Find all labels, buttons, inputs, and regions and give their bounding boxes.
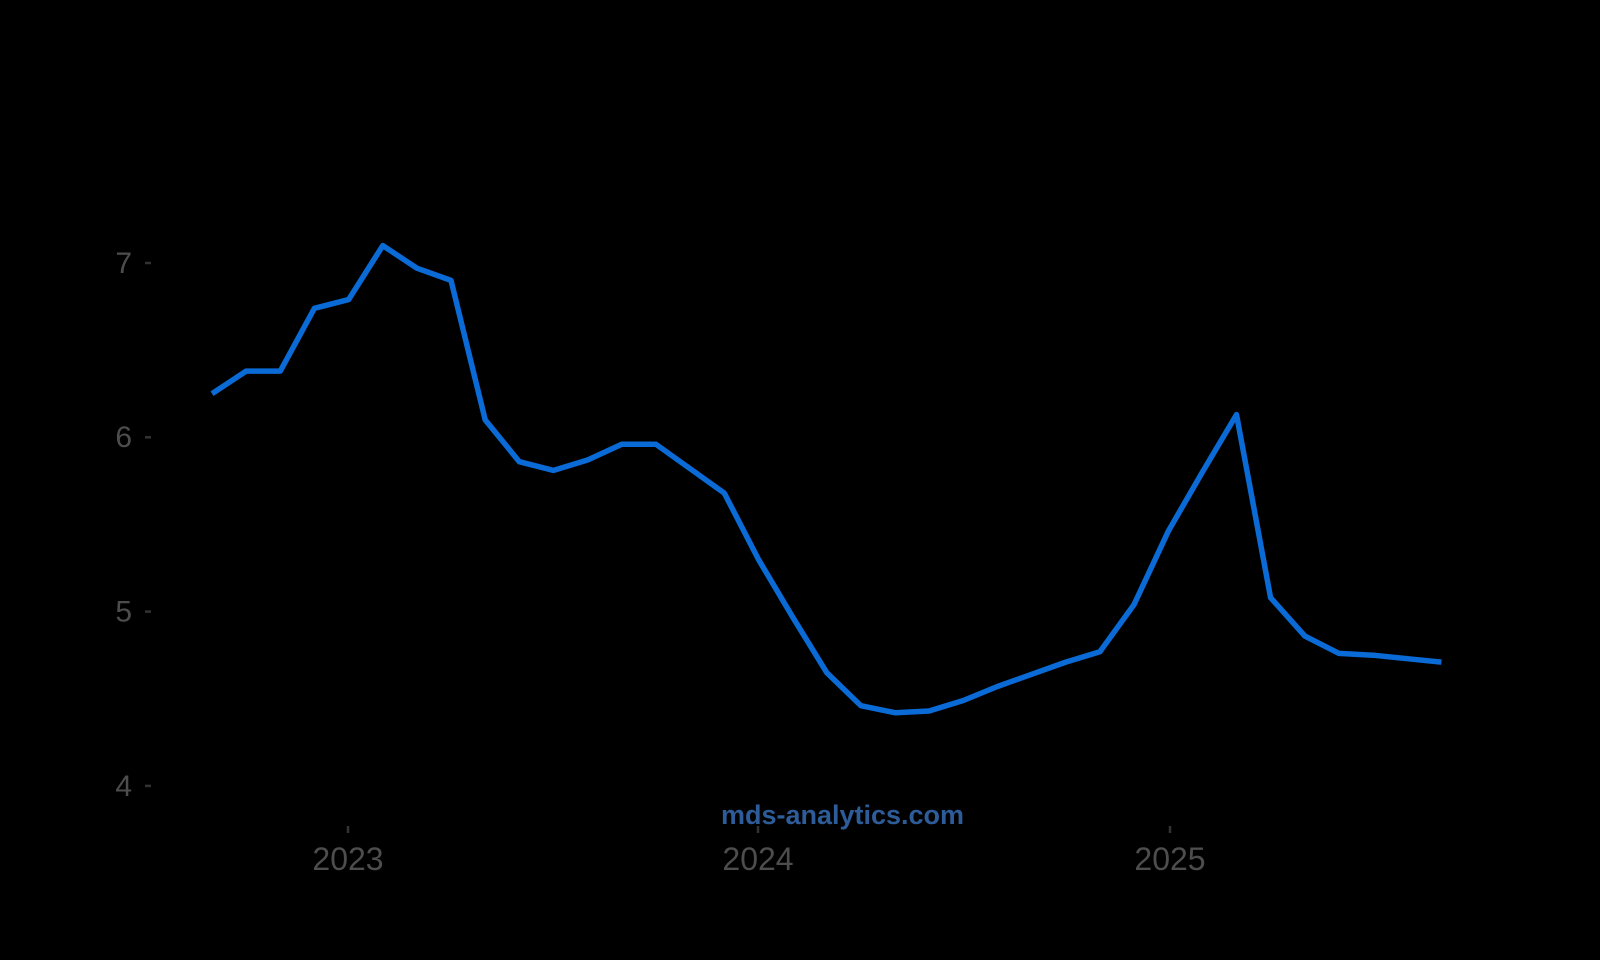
- x-tick-label: 2025: [1134, 841, 1205, 877]
- y-tick-label: 6: [115, 421, 132, 454]
- x-axis: 2023 2024 2025: [312, 826, 1206, 877]
- y-tick-label: 4: [115, 770, 132, 803]
- y-tick-label: 7: [115, 247, 132, 280]
- data-line: [210, 242, 1442, 716]
- y-tick-label: 5: [115, 596, 132, 629]
- y-axis: 4 5 6 7: [115, 247, 151, 803]
- watermark: mds-analytics.com: [720, 800, 965, 830]
- x-tick-label: 2023: [312, 841, 383, 877]
- x-tick-label: 2024: [722, 841, 793, 877]
